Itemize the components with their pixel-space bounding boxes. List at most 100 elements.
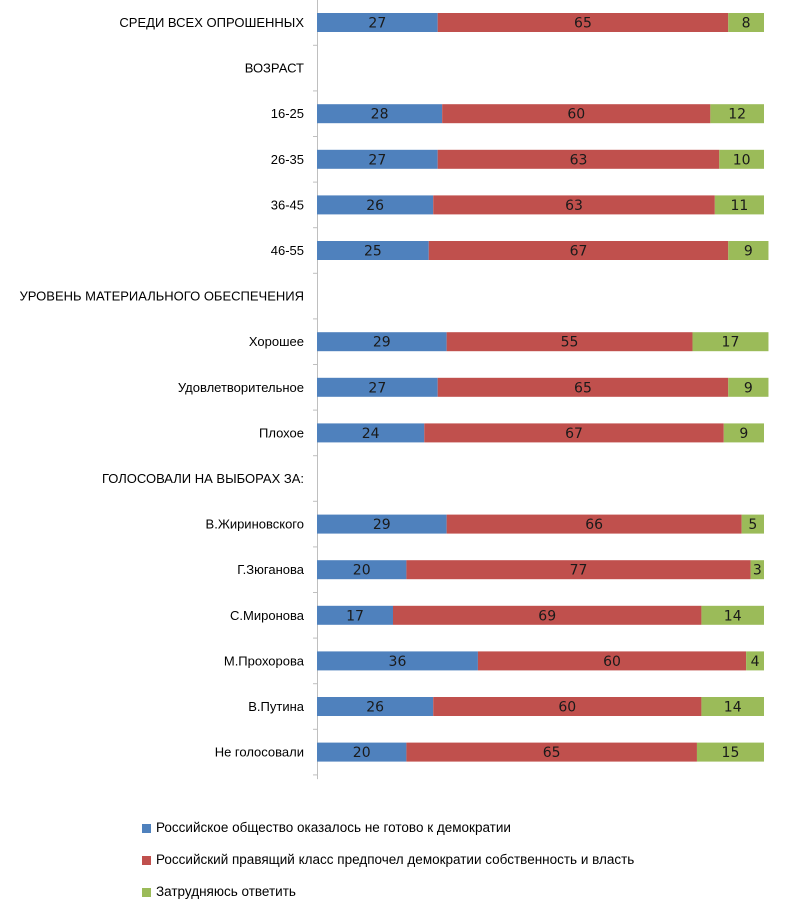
bar-segment-ruling-class xyxy=(437,149,720,169)
data-label: 14 xyxy=(724,700,742,716)
bar-segment-ruling-class xyxy=(392,605,702,625)
bar-segment-not-ready xyxy=(317,241,429,260)
data-label: 65 xyxy=(543,745,561,761)
category-label: 36-45 xyxy=(271,197,304,212)
bar-segment-not-ready xyxy=(317,13,438,32)
bar-segment-undecided xyxy=(728,13,764,32)
data-label: 20 xyxy=(353,563,371,579)
bar-segment-not-ready xyxy=(317,742,407,762)
data-label: 27 xyxy=(368,16,386,32)
bar-segment-ruling-class xyxy=(477,651,747,671)
bar-segment-undecided xyxy=(719,149,764,169)
data-label: 28 xyxy=(371,107,389,123)
category-label: ВОЗРАСТ xyxy=(245,61,304,76)
chart-legend: Российское общество оказалось не готово … xyxy=(142,818,634,914)
bar-segment-ruling-class xyxy=(446,332,693,352)
bar-segment-undecided xyxy=(750,560,764,580)
bar-segment-not-ready xyxy=(317,697,434,716)
bar-segment-ruling-class xyxy=(406,560,751,580)
bar-segment-undecided xyxy=(701,605,764,625)
bar-segment-not-ready xyxy=(317,651,478,671)
bar-segment-ruling-class xyxy=(428,241,729,260)
category-label: М.Прохорова xyxy=(224,653,305,668)
data-label: 3 xyxy=(753,563,762,579)
legend-swatch xyxy=(142,823,151,833)
data-label: 29 xyxy=(373,517,391,533)
bar-segment-undecided xyxy=(741,514,764,534)
data-label: 11 xyxy=(731,198,749,214)
legend-item: Затрудняюсь ответить xyxy=(142,882,634,902)
data-label: 60 xyxy=(558,700,576,716)
category-label: Г.Зюганова xyxy=(237,562,305,577)
category-label: В.Путина xyxy=(248,699,305,714)
category-label: СРЕДИ ВСЕХ ОПРОШЕННЫХ xyxy=(119,15,304,30)
data-label: 63 xyxy=(570,152,588,168)
data-label: 67 xyxy=(570,244,588,260)
category-label: Хорошее xyxy=(249,334,304,349)
bar-segment-undecided xyxy=(710,104,764,124)
data-label: 29 xyxy=(373,335,391,351)
data-label: 65 xyxy=(574,16,592,32)
bar-segment-undecided xyxy=(696,742,764,762)
bar-segment-not-ready xyxy=(317,195,434,215)
bar-segment-undecided xyxy=(728,241,769,260)
bar-segment-ruling-class xyxy=(433,195,715,215)
data-label: 14 xyxy=(724,608,742,624)
data-label: 17 xyxy=(722,335,740,351)
category-label: 26-35 xyxy=(271,152,304,167)
bar-segment-ruling-class xyxy=(433,697,702,716)
data-label: 27 xyxy=(368,380,386,396)
data-label: 24 xyxy=(362,426,380,442)
bar-segment-undecided xyxy=(728,377,769,397)
legend-swatch xyxy=(142,855,151,865)
category-label: Удовлетворительное xyxy=(178,380,304,395)
data-label: 60 xyxy=(603,654,621,670)
data-label: 63 xyxy=(565,198,583,214)
legend-label: Российский правящий класс предпочел демо… xyxy=(156,852,635,867)
category-label: УРОВЕНЬ МАТЕРИАЛЬНОГО ОБЕСПЕЧЕНИЯ xyxy=(20,289,304,304)
bar-segment-ruling-class xyxy=(424,423,724,443)
bar-segment-ruling-class xyxy=(446,514,742,534)
bar-segment-ruling-class xyxy=(437,377,729,397)
legend-item: Российский правящий класс предпочел демо… xyxy=(142,850,634,870)
data-label: 66 xyxy=(585,517,603,533)
legend-swatch xyxy=(142,887,151,897)
category-label: С.Миронова xyxy=(230,608,305,623)
data-label: 65 xyxy=(574,380,592,396)
legend-label: Российское общество оказалось не готово … xyxy=(156,820,511,835)
category-label: ГОЛОСОВАЛИ НА ВЫБОРАХ ЗА: xyxy=(102,471,304,486)
bar-segment-ruling-class xyxy=(406,742,697,762)
bar-segment-not-ready xyxy=(317,605,393,625)
bar-segment-ruling-class xyxy=(437,13,729,32)
bar-segment-undecided xyxy=(723,423,764,443)
legend-label: Затрудняюсь ответить xyxy=(156,884,296,899)
category-label: В.Жириновского xyxy=(206,517,304,532)
data-label: 55 xyxy=(561,335,579,351)
data-label: 8 xyxy=(742,16,751,32)
data-label: 77 xyxy=(570,563,588,579)
bar-segment-undecided xyxy=(692,332,769,352)
data-label: 12 xyxy=(728,107,746,123)
data-label: 5 xyxy=(748,517,757,533)
data-label: 4 xyxy=(751,654,760,670)
bar-segment-not-ready xyxy=(317,423,425,443)
data-label: 69 xyxy=(538,608,556,624)
data-label: 60 xyxy=(567,107,585,123)
data-label: 26 xyxy=(366,700,384,716)
data-label: 9 xyxy=(744,380,753,396)
data-label: 25 xyxy=(364,244,382,260)
data-label: 15 xyxy=(722,745,740,761)
category-label: 16-25 xyxy=(271,106,304,121)
data-label: 9 xyxy=(744,244,753,260)
data-label: 27 xyxy=(368,152,386,168)
bar-segment-undecided xyxy=(746,651,764,671)
bar-segment-undecided xyxy=(701,697,764,716)
bar-segment-not-ready xyxy=(317,149,438,169)
bar-segment-undecided xyxy=(714,195,764,215)
data-label: 10 xyxy=(733,152,751,168)
category-label: 46-55 xyxy=(271,243,304,258)
legend-item: Российское общество оказалось не готово … xyxy=(142,818,634,838)
bar-segment-not-ready xyxy=(317,332,447,352)
data-label: 67 xyxy=(565,426,583,442)
bar-segment-not-ready xyxy=(317,560,407,580)
